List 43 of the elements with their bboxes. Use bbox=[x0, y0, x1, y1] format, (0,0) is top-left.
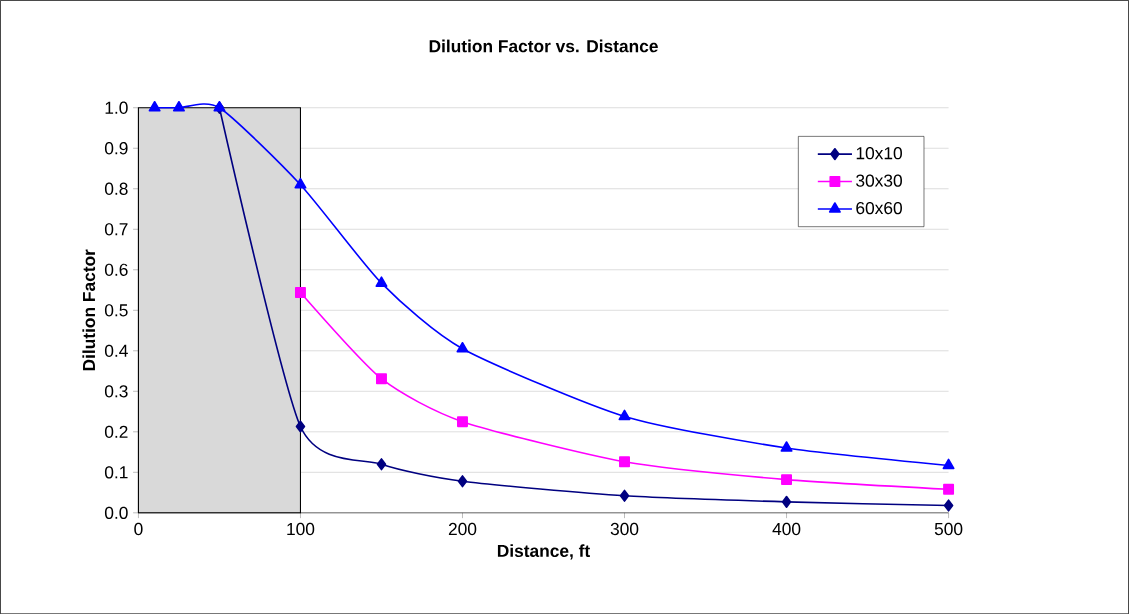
y-tick-label: 0.3 bbox=[104, 385, 128, 398]
point bbox=[457, 416, 468, 428]
point bbox=[294, 177, 307, 189]
point bbox=[618, 409, 631, 421]
y-tick-label: 0.8 bbox=[104, 182, 128, 195]
y-tick-label: 0.0 bbox=[104, 506, 128, 519]
point bbox=[781, 495, 792, 508]
legend-label: 30x30 bbox=[856, 174, 902, 187]
y-tick-label: 0.2 bbox=[104, 425, 128, 438]
point bbox=[943, 499, 954, 512]
x-tick-label: 400 bbox=[772, 522, 801, 536]
x-tick-label: 300 bbox=[610, 522, 639, 536]
point bbox=[172, 100, 185, 112]
y-axis-title: Dilution Factor bbox=[82, 249, 96, 371]
y-tick-label: 0.5 bbox=[104, 304, 128, 317]
point bbox=[780, 441, 793, 452]
x-tick-label: 0 bbox=[134, 522, 143, 536]
chart-title: Dilution Factor vs. Distance bbox=[429, 39, 658, 53]
x-tick-label: 500 bbox=[934, 522, 963, 536]
y-tick-label: 0.1 bbox=[104, 466, 128, 479]
point bbox=[294, 286, 306, 298]
point bbox=[942, 458, 955, 470]
y-tick-label: 0.6 bbox=[104, 263, 128, 276]
y-tick-label: 1.0 bbox=[105, 101, 128, 114]
legend-label: 10x10 bbox=[856, 146, 902, 160]
x-tick-label: 100 bbox=[287, 522, 315, 536]
y-tick-label: 0.7 bbox=[104, 223, 128, 236]
point bbox=[376, 457, 387, 471]
point bbox=[781, 474, 793, 485]
x-tick-label: 200 bbox=[448, 522, 477, 536]
point bbox=[376, 373, 387, 385]
point bbox=[148, 100, 161, 112]
x-axis-title: Distance, ft bbox=[497, 544, 590, 560]
point bbox=[457, 474, 468, 488]
point bbox=[295, 420, 306, 433]
point bbox=[619, 456, 630, 468]
point bbox=[619, 489, 630, 502]
y-tick-label: 0.9 bbox=[104, 142, 128, 155]
legend-label: 60x60 bbox=[856, 201, 902, 215]
point bbox=[375, 276, 388, 287]
point bbox=[456, 341, 469, 353]
y-tick-label: 0.4 bbox=[104, 344, 128, 357]
point bbox=[943, 483, 955, 495]
